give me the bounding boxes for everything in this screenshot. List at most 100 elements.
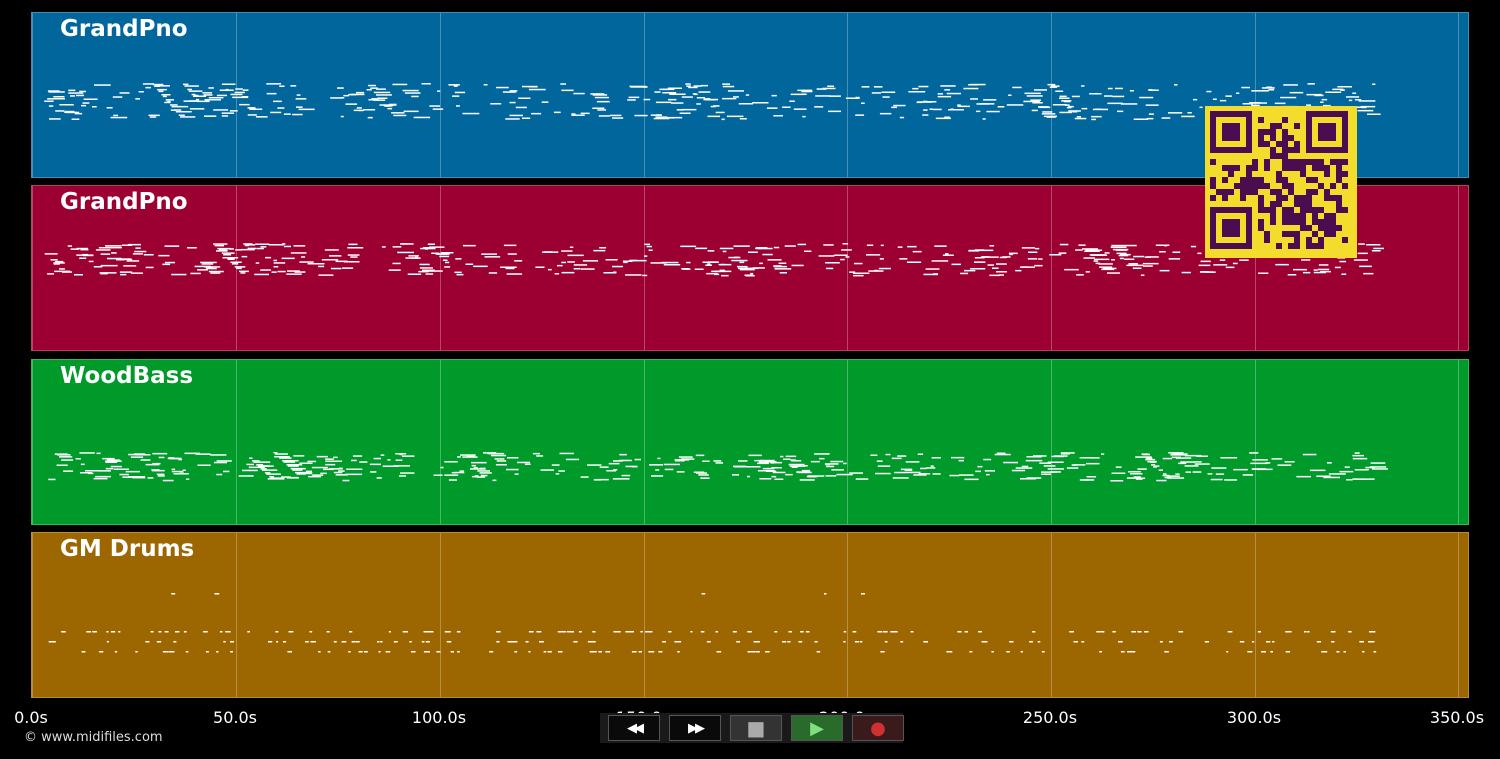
note-mark: [1161, 117, 1171, 119]
note-mark: [719, 247, 734, 250]
note-mark: [325, 463, 336, 466]
note-mark: [1015, 269, 1022, 272]
note-mark: [165, 99, 174, 101]
note-mark: [789, 465, 805, 467]
note-mark: [522, 117, 531, 119]
note-mark: [603, 272, 617, 274]
note-mark: [1118, 254, 1129, 257]
note-mark: [573, 264, 588, 266]
note-mark: [1219, 99, 1227, 102]
note-mark: [1047, 468, 1064, 470]
note-mark: [80, 472, 92, 474]
note-mark: [106, 641, 109, 643]
note-mark: [1296, 475, 1311, 478]
note-mark: [1068, 105, 1074, 108]
note-mark: [345, 473, 363, 476]
track-lane-4[interactable]: GM Drums: [31, 532, 1469, 698]
play-button[interactable]: ▶: [791, 715, 843, 741]
note-mark: [164, 631, 169, 633]
note-mark: [454, 271, 462, 274]
note-mark: [1363, 272, 1374, 275]
track-lane-1[interactable]: GrandPno: [31, 12, 1469, 178]
note-mark: [363, 109, 376, 111]
note-mark: [95, 475, 111, 478]
note-mark: [210, 454, 227, 456]
note-mark: [208, 87, 214, 89]
note-mark: [529, 631, 534, 633]
note-mark: [152, 83, 164, 86]
note-mark: [547, 268, 552, 271]
note-mark: [638, 651, 642, 653]
note-mark: [788, 463, 805, 466]
note-mark: [421, 83, 431, 85]
note-mark: [537, 631, 542, 633]
note-mark: [1058, 252, 1067, 254]
qr-module: [1264, 129, 1270, 135]
note-mark: [745, 267, 759, 270]
note-mark: [854, 641, 859, 643]
note-mark: [684, 458, 690, 461]
note-mark: [345, 103, 358, 105]
note-mark: [1144, 256, 1152, 258]
record-button[interactable]: ●: [852, 715, 904, 741]
qr-module: [1282, 153, 1288, 159]
note-mark: [100, 264, 118, 267]
note-mark: [1006, 651, 1010, 653]
note-mark: [121, 244, 132, 246]
note-mark: [734, 256, 740, 259]
note-mark: [785, 455, 797, 458]
note-mark: [178, 458, 182, 461]
track-lane-3[interactable]: WoodBass: [31, 359, 1469, 525]
note-mark: [535, 266, 545, 268]
note-mark: [1318, 268, 1330, 271]
note-mark: [964, 631, 969, 633]
note-mark: [440, 252, 454, 254]
note-mark: [989, 274, 1000, 277]
note-mark: [722, 250, 727, 253]
time-gridline: [440, 533, 441, 697]
stop-button[interactable]: ■: [730, 715, 782, 741]
note-mark: [1225, 266, 1235, 269]
note-mark: [1034, 89, 1047, 91]
note-mark: [1061, 453, 1070, 455]
qr-module: [1300, 219, 1306, 225]
time-gridline: [847, 533, 848, 697]
note-mark: [448, 84, 460, 86]
note-mark: [1144, 631, 1149, 633]
note-mark: [1131, 651, 1136, 653]
note-mark: [183, 100, 199, 102]
note-mark: [859, 641, 863, 643]
note-mark: [444, 474, 459, 476]
time-gridline: [1255, 533, 1256, 697]
note-mark: [782, 106, 791, 108]
note-mark: [1372, 83, 1376, 85]
note-mark: [287, 651, 291, 653]
note-mark: [587, 464, 602, 466]
note-mark: [1082, 248, 1098, 250]
note-mark: [1339, 260, 1347, 263]
note-mark: [1232, 262, 1238, 265]
qr-module: [1270, 189, 1276, 195]
note-mark: [166, 651, 169, 653]
note-mark: [825, 262, 840, 264]
note-mark: [1051, 85, 1060, 87]
note-mark: [707, 250, 715, 252]
note-mark: [1154, 465, 1160, 467]
note-mark: [507, 641, 512, 643]
note-mark: [290, 252, 307, 254]
qr-module: [1282, 129, 1288, 135]
note-mark: [679, 112, 691, 114]
note-mark: [290, 467, 306, 470]
note-mark: [976, 103, 990, 105]
note-mark: [1059, 95, 1067, 98]
fast-forward-button[interactable]: ▶▶: [669, 715, 721, 741]
note-mark: [123, 265, 137, 267]
note-mark: [1302, 453, 1317, 456]
qr-module: [1288, 159, 1294, 165]
qr-module: [1312, 213, 1318, 219]
qr-module: [1330, 219, 1336, 225]
note-mark: [931, 260, 949, 262]
note-mark: [536, 631, 539, 633]
rewind-button[interactable]: ◀◀: [608, 715, 660, 741]
note-mark: [330, 97, 343, 99]
